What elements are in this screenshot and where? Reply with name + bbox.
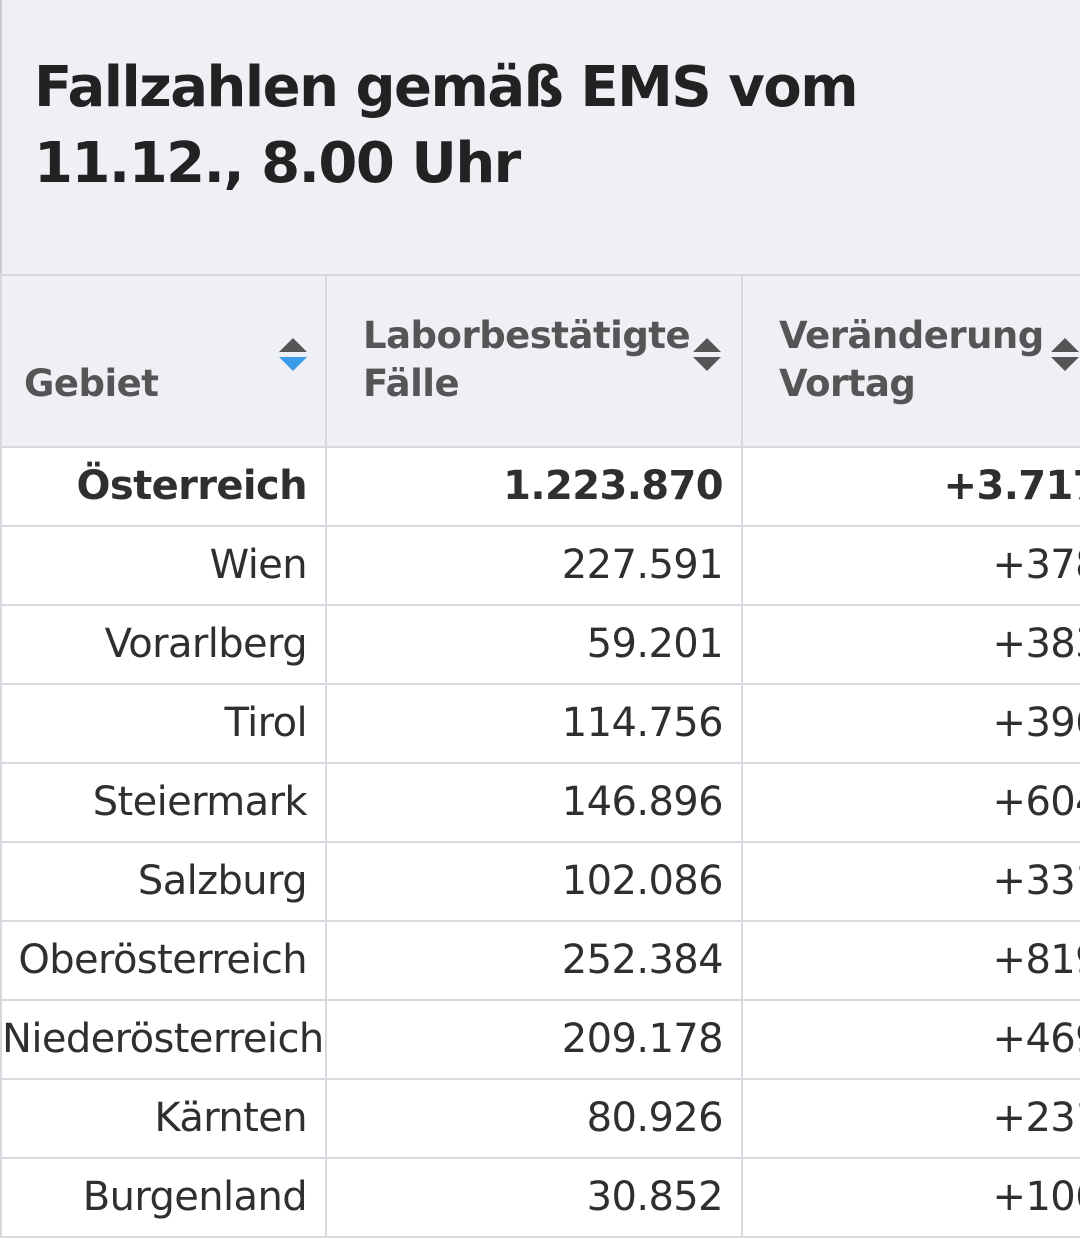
cell-gebiet: Burgenland <box>0 1157 327 1238</box>
column-header-faelle[interactable]: Laborbestätigte Fälle <box>325 274 743 448</box>
cell-gebiet: Salzburg <box>0 841 327 922</box>
cell-gebiet: Kärnten <box>0 1078 327 1159</box>
cell-veraenderung: +383 <box>741 604 1080 685</box>
case-table: Gebiet Laborbestätigte Fälle Veränderung… <box>0 274 1080 1238</box>
cell-veraenderung: +469 <box>741 999 1080 1080</box>
table-row: Kärnten 80.926 +231 <box>0 1078 1080 1159</box>
cell-veraenderung: +396 <box>741 683 1080 764</box>
cell-veraenderung: +604 <box>741 762 1080 843</box>
table-row: Wien 227.591 +378 <box>0 525 1080 606</box>
column-header-veraenderung[interactable]: Veränderung Vortag <box>741 274 1080 448</box>
cell-faelle: 80.926 <box>325 1078 743 1159</box>
cell-faelle: 59.201 <box>325 604 743 685</box>
table-row: Niederösterreich 209.178 +469 <box>0 999 1080 1080</box>
cell-veraenderung: +3.717 <box>741 446 1080 527</box>
sort-icon[interactable] <box>1051 338 1079 378</box>
cell-faelle: 209.178 <box>325 999 743 1080</box>
table-row: Burgenland 30.852 +106 <box>0 1157 1080 1238</box>
cell-gebiet: Steiermark <box>0 762 327 843</box>
cell-veraenderung: +231 <box>741 1078 1080 1159</box>
page-title: Fallzahlen gemäß EMS vom 11.12., 8.00 Uh… <box>34 55 859 196</box>
cell-faelle: 252.384 <box>325 920 743 1001</box>
cell-gebiet: Niederösterreich <box>0 999 327 1080</box>
cell-gebiet: Tirol <box>0 683 327 764</box>
column-header-label: Gebiet <box>24 362 159 405</box>
sort-descending-icon[interactable] <box>279 338 307 378</box>
table-row: Steiermark 146.896 +604 <box>0 762 1080 843</box>
cell-gebiet: Vorarlberg <box>0 604 327 685</box>
cell-faelle: 146.896 <box>325 762 743 843</box>
sort-icon[interactable] <box>693 338 721 378</box>
cell-faelle: 1.223.870 <box>325 446 743 527</box>
table-header-row: Gebiet Laborbestätigte Fälle Veränderung… <box>0 274 1080 448</box>
cell-veraenderung: +819 <box>741 920 1080 1001</box>
table-row: Vorarlberg 59.201 +383 <box>0 604 1080 685</box>
cell-faelle: 114.756 <box>325 683 743 764</box>
cell-gebiet: Wien <box>0 525 327 606</box>
column-header-label: Veränderung Vortag <box>779 314 1044 405</box>
cell-faelle: 227.591 <box>325 525 743 606</box>
cell-veraenderung: +378 <box>741 525 1080 606</box>
table-row: Tirol 114.756 +396 <box>0 683 1080 764</box>
table-row: Salzburg 102.086 +331 <box>0 841 1080 922</box>
cell-veraenderung: +106 <box>741 1157 1080 1238</box>
table-row: Oberösterreich 252.384 +819 <box>0 920 1080 1001</box>
cell-faelle: 102.086 <box>325 841 743 922</box>
column-header-gebiet[interactable]: Gebiet <box>0 274 327 448</box>
cell-veraenderung: +331 <box>741 841 1080 922</box>
table-row-total: Österreich 1.223.870 +3.717 <box>0 446 1080 527</box>
cell-gebiet: Österreich <box>0 446 327 527</box>
column-header-label: Laborbestätigte Fälle <box>363 314 691 405</box>
cell-gebiet: Oberösterreich <box>0 920 327 1001</box>
table-caption: Fallzahlen gemäß EMS vom 11.12., 8.00 Uh… <box>0 0 1080 274</box>
cell-faelle: 30.852 <box>325 1157 743 1238</box>
